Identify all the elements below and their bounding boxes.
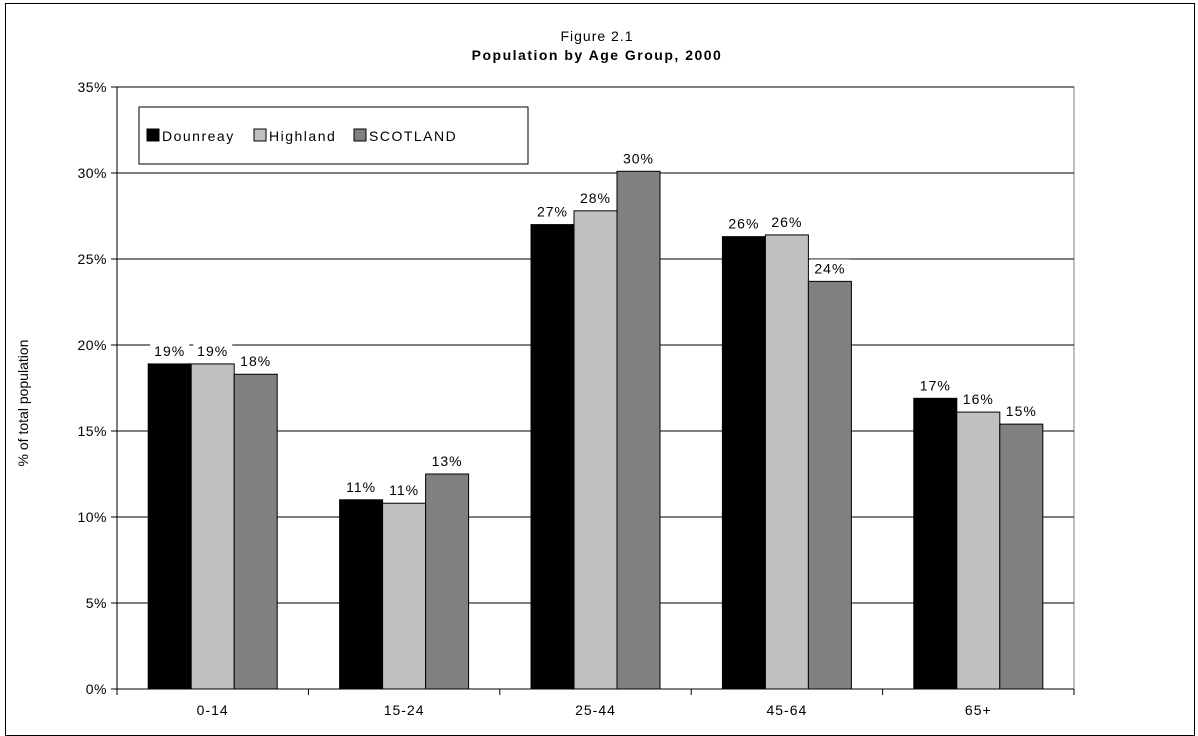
y-tick-label: 20% bbox=[77, 337, 107, 353]
data-label: 13% bbox=[432, 453, 463, 469]
x-tick-label: 65+ bbox=[965, 702, 992, 718]
data-label-bg bbox=[150, 341, 190, 360]
legend-label: Dounreay bbox=[162, 128, 235, 144]
data-label-bg bbox=[767, 212, 807, 231]
data-label: 11% bbox=[346, 479, 376, 495]
bar bbox=[956, 411, 1001, 690]
data-label-bg bbox=[576, 188, 615, 207]
bar bbox=[233, 373, 278, 690]
data-label: 28% bbox=[580, 190, 611, 206]
legend-swatch bbox=[146, 128, 160, 142]
y-tick-label: 35% bbox=[77, 79, 107, 95]
y-tick-label: 5% bbox=[86, 595, 107, 611]
data-label: 26% bbox=[728, 216, 759, 232]
data-label-bg bbox=[958, 390, 998, 409]
data-label: 24% bbox=[814, 260, 845, 276]
data-label: 15% bbox=[1006, 403, 1037, 419]
bar bbox=[913, 397, 958, 690]
bar bbox=[721, 236, 766, 690]
bar bbox=[190, 363, 235, 690]
data-label-bg bbox=[236, 352, 276, 371]
bar bbox=[147, 363, 192, 690]
data-label: 19% bbox=[154, 343, 185, 359]
legend-label: SCOTLAND bbox=[369, 128, 457, 144]
data-label-bg bbox=[810, 259, 850, 278]
y-tick-label: 15% bbox=[77, 423, 107, 439]
x-tick-label: 0-14 bbox=[197, 702, 229, 718]
x-tick-label: 15-24 bbox=[384, 702, 425, 718]
data-label-bg bbox=[724, 214, 764, 233]
data-label-bg bbox=[619, 149, 658, 168]
y-tick-label: 30% bbox=[77, 165, 107, 181]
data-label-bg bbox=[915, 376, 955, 395]
chart-title: Population by Age Group, 2000 bbox=[472, 47, 723, 63]
data-label: 16% bbox=[963, 391, 994, 407]
data-label-bg bbox=[341, 477, 381, 496]
data-label-bg bbox=[384, 481, 424, 500]
x-tick-label: 45-64 bbox=[766, 702, 807, 718]
data-label: 18% bbox=[240, 353, 271, 369]
bar bbox=[339, 499, 384, 690]
data-label: 17% bbox=[920, 377, 951, 393]
bar bbox=[807, 280, 852, 690]
legend-box bbox=[138, 106, 529, 165]
plot-area: 0% 5% 10% 15% 20% 25% 30% 35% 0-14 15-24 25-44 45-6… bbox=[77, 79, 1075, 718]
bar bbox=[425, 473, 470, 690]
data-label-bg bbox=[427, 452, 467, 470]
y-tick-label: 0% bbox=[86, 681, 107, 697]
data-label-bg bbox=[1001, 402, 1041, 421]
bar bbox=[764, 234, 809, 690]
data-label-bg bbox=[193, 341, 233, 360]
data-label: 26% bbox=[771, 214, 802, 230]
data-label: 11% bbox=[389, 482, 419, 498]
bar bbox=[999, 423, 1044, 690]
legend-swatch bbox=[253, 128, 267, 142]
bar bbox=[382, 502, 427, 690]
data-label: 30% bbox=[623, 150, 654, 166]
y-axis-label: % of total population bbox=[15, 340, 31, 467]
figure-label: Figure 2.1 bbox=[560, 28, 633, 44]
y-tick-label: 10% bbox=[77, 509, 107, 525]
bar bbox=[530, 224, 575, 690]
data-label: 19% bbox=[197, 343, 228, 359]
y-tick-label: 25% bbox=[77, 251, 107, 267]
legend-swatch bbox=[353, 128, 367, 142]
bar bbox=[573, 210, 618, 690]
bar bbox=[616, 170, 661, 690]
x-tick-label: 25-44 bbox=[575, 702, 616, 718]
legend-label: Highland bbox=[269, 128, 336, 144]
data-label-bg bbox=[533, 202, 572, 221]
data-label: 27% bbox=[537, 204, 568, 220]
